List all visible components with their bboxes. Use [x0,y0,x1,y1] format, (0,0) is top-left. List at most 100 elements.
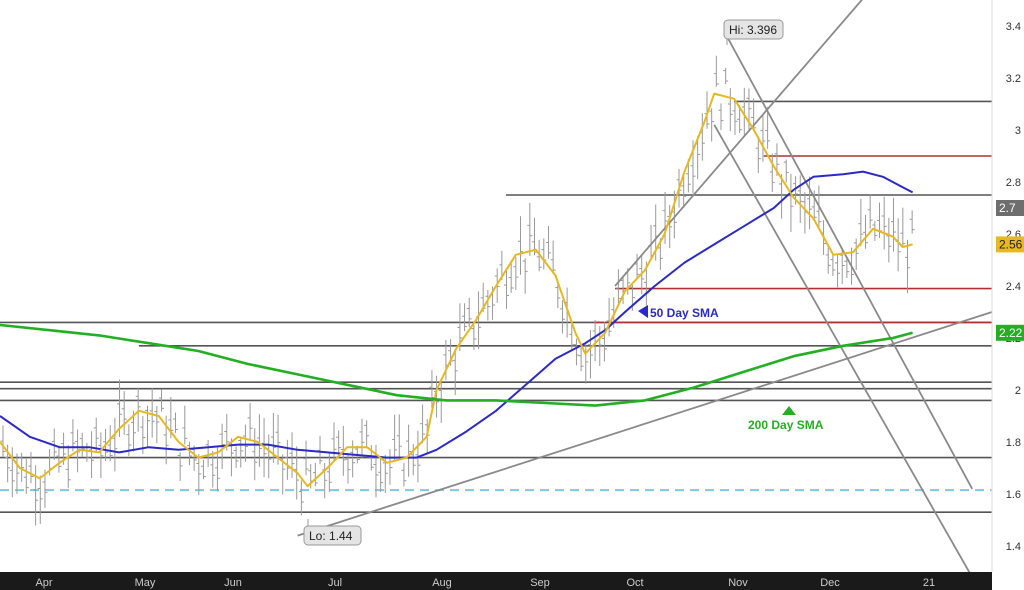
trendline-0 [297,311,993,537]
price-bar-163 [760,114,766,162]
price-bar-158 [737,105,743,133]
high-label: Hi: 3.396 [729,23,777,37]
x-axis-band [0,572,995,590]
price-bar-50 [233,446,239,468]
price-bar-194 [904,239,910,294]
x-tick-Sep: Sep [530,577,550,589]
price-bar-65 [303,440,309,476]
trendline-2 [723,30,973,490]
price-bar-29 [135,387,141,432]
price-bar-165 [769,153,775,192]
price-bar-154 [718,103,724,131]
y-tick-3: 3 [1015,125,1021,137]
price-bar-6 [28,452,34,484]
price-bar-157 [732,102,738,135]
x-tick-Nov: Nov [728,577,748,589]
price-bar-32 [149,387,155,438]
price-bar-51 [238,437,244,468]
y-tick-1.6: 1.6 [1006,489,1021,501]
price-bar-112 [522,258,528,294]
x-tick-May: May [135,577,156,589]
price-bar-52 [242,424,248,462]
price-bar-5 [23,458,29,494]
price-bar-120 [559,300,565,334]
series-line-1 [0,92,913,488]
price-bar-74 [345,452,351,484]
price-bar-59 [275,414,281,465]
price-bar-113 [527,202,533,256]
x-tick-Dec: Dec [820,577,840,589]
sma20-tag: 2.56 [999,237,1023,251]
x-tick-21: 21 [923,577,935,589]
price-bar-129 [601,321,607,362]
horizontal-levels [0,100,992,514]
price-bar-153 [713,55,719,87]
price-bar-43 [200,459,206,480]
price-bar-21 [98,432,104,479]
price-bar-152 [709,108,715,142]
price-bar-99 [462,303,468,332]
price-bar-177 [825,243,831,274]
price-bar-100 [466,297,472,328]
price-bar-81 [378,457,384,492]
price-bar-162 [755,137,761,174]
price-bar-0 [0,425,6,457]
moving-averages [0,92,914,488]
price-bar-78 [364,420,370,448]
price-bar-124 [578,345,584,372]
x-tick-Jul: Jul [328,577,342,589]
price-bar-71 [331,422,337,462]
trendline-1 [614,0,863,287]
price-bar-61 [284,439,290,480]
price-bar-42 [196,453,202,496]
trendlines [297,0,993,578]
price-bar-67 [312,462,318,487]
price-bar-24 [112,417,118,472]
price-bar-34 [158,389,164,412]
price-bar-174 [811,190,817,221]
price-bar-109 [508,260,514,293]
sma200-label: 200 Day SMA [748,418,824,432]
price-bar-15 [70,419,76,452]
sma200-tag-box [996,324,1024,341]
x-axis: Apr May Jun Jul Aug Sep Oct Nov Dec 21 [35,577,935,589]
sma50-arrow-icon [638,305,648,318]
price-bar-156 [727,88,733,132]
sma20-tag-box [996,236,1024,253]
price-bar-86 [401,462,407,487]
x-tick-Oct: Oct [626,577,643,589]
price-bar-54 [252,428,258,481]
price-bar-12 [56,445,62,473]
price-bar-179 [835,253,841,288]
price-bar-85 [396,414,402,459]
price-bar-193 [900,207,906,247]
price-bar-64 [298,480,304,516]
price-bar-9 [42,469,48,508]
price-bar-38 [177,452,183,482]
price-bar-39 [182,405,188,445]
price-tags: 2.7 2.56 2.22 [996,200,1024,341]
price-bar-126 [587,329,593,379]
price-bar-104 [485,289,491,321]
y-axis-band [992,0,1024,590]
price-bar-14 [65,445,71,488]
price-bar-187 [872,220,878,241]
price-bar-8 [37,475,43,524]
price-bar-84 [392,414,398,462]
price-bar-2 [9,447,15,498]
y-tick-3.2: 3.2 [1006,73,1021,85]
price-bar-185 [863,214,869,249]
price-bar-77 [359,418,365,458]
series-line-0 [0,170,914,459]
price-bar-23 [107,425,113,462]
x-tick-Aug: Aug [432,577,452,589]
sma200-arrow-icon [782,406,796,415]
price-bar-168 [783,159,789,183]
price-bar-164 [765,106,771,149]
price-bar-186 [867,194,873,229]
price-bar-169 [788,173,794,232]
price-bar-45 [210,451,216,488]
price-bar-55 [256,414,262,467]
